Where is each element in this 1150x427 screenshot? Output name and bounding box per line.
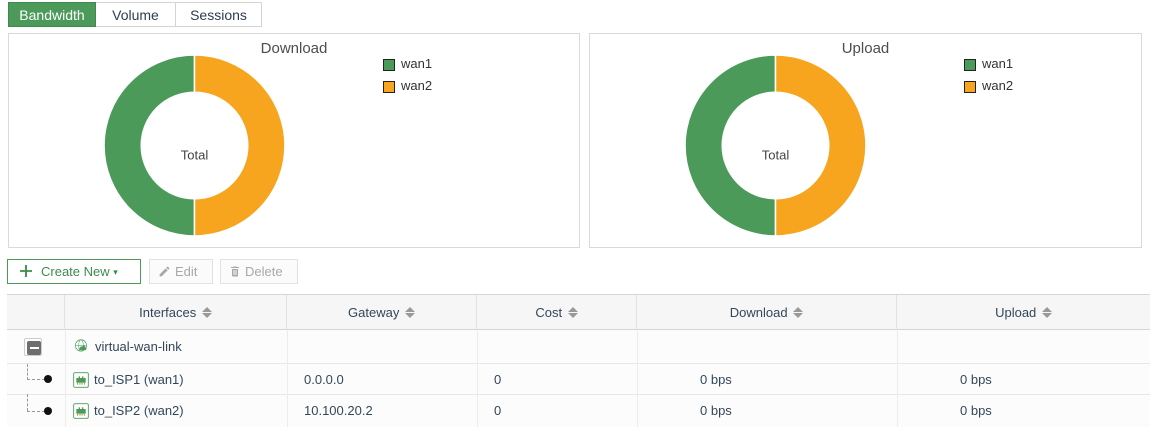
svg-text:Total: Total (181, 148, 209, 163)
svg-text:Total: Total (762, 148, 790, 163)
